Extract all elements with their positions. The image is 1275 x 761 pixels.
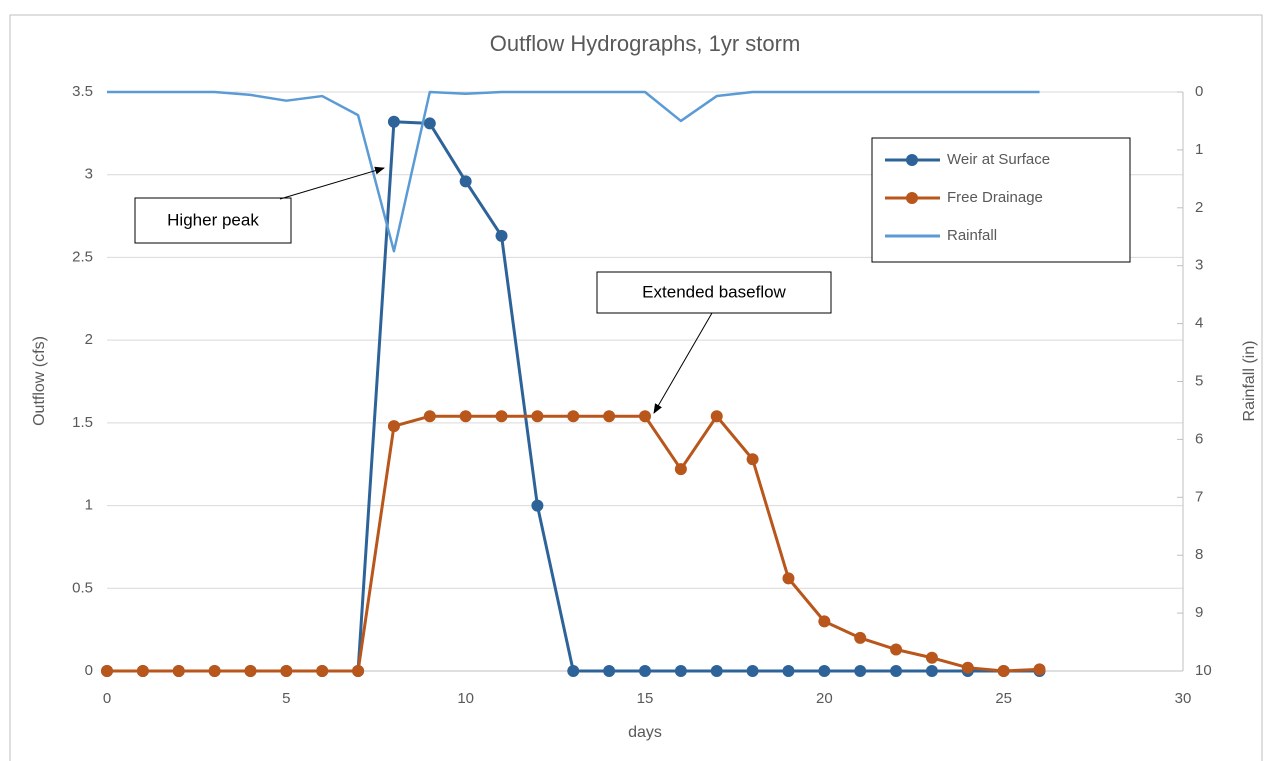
- data-point: [495, 410, 508, 423]
- legend-marker: [906, 192, 918, 204]
- data-point: [603, 410, 616, 423]
- data-point: [244, 665, 257, 677]
- y2-axis-label: Rainfall (in): [1241, 341, 1258, 422]
- data-point: [890, 643, 903, 656]
- data-point: [1033, 663, 1046, 676]
- y-tick-label: 2: [85, 331, 93, 348]
- data-point: [890, 665, 903, 677]
- y2-tick-label: 5: [1195, 372, 1203, 389]
- data-point: [172, 665, 185, 677]
- data-point: [674, 665, 687, 677]
- y2-tick-label: 0: [1195, 83, 1203, 100]
- data-point: [710, 410, 723, 423]
- data-point: [674, 463, 687, 476]
- data-point: [531, 499, 544, 512]
- data-point: [352, 665, 365, 677]
- y2-tick-label: 7: [1195, 488, 1203, 505]
- data-point: [782, 665, 795, 677]
- data-point: [459, 175, 472, 188]
- data-point: [423, 117, 436, 130]
- chart-title: Outflow Hydrographs, 1yr storm: [490, 31, 801, 56]
- y2-tick-label: 8: [1195, 546, 1203, 563]
- y2-tick-label: 10: [1195, 662, 1212, 679]
- y2-tick-label: 4: [1195, 315, 1203, 332]
- x-tick-label: 25: [995, 690, 1012, 707]
- y2-tick-label: 9: [1195, 604, 1203, 621]
- annotation-box: [134, 197, 292, 244]
- y2-tick-label: 1: [1195, 141, 1203, 158]
- data-point: [136, 665, 149, 677]
- y2-tick-label: 3: [1195, 257, 1203, 274]
- y-tick-label: 0: [85, 662, 93, 679]
- annotation: Extended baseflow: [642, 282, 786, 301]
- x-tick-label: 30: [1175, 690, 1192, 707]
- legend-label: Free Drainage: [947, 189, 1043, 206]
- data-point: [746, 453, 759, 466]
- y-tick-label: 3.5: [72, 83, 93, 100]
- data-point: [997, 665, 1010, 677]
- y-axis-label: Outflow (cfs): [31, 336, 48, 426]
- y2-tick-label: 6: [1195, 430, 1203, 447]
- legend: Weir at Surface Free Drainage Rainfall: [871, 137, 1131, 263]
- data-point: [925, 651, 938, 664]
- data-point: [710, 665, 723, 677]
- annotation-arrow: [653, 312, 713, 414]
- data-point: [925, 665, 938, 677]
- y-tick-label: 3: [85, 166, 93, 183]
- data-point: [387, 115, 400, 128]
- data-point: [567, 410, 580, 423]
- x-tick-label: 20: [816, 690, 833, 707]
- annotation-box: [596, 271, 832, 314]
- data-point: [746, 665, 759, 677]
- data-point: [495, 229, 508, 242]
- chart-frame: [9, 14, 1263, 761]
- data-point: [639, 410, 651, 423]
- data-point: [531, 410, 544, 423]
- series-line: [107, 90, 1040, 253]
- y-tick-label: 2.5: [72, 248, 93, 265]
- data-point: [208, 665, 221, 677]
- y-tick-label: 0.5: [72, 579, 93, 596]
- data-point: [639, 665, 651, 677]
- annotations: Higher peak Extended baseflow: [134, 166, 832, 414]
- x-tick-label: 5: [282, 690, 290, 707]
- data-point: [101, 665, 113, 677]
- legend-label: Weir at Surface: [947, 151, 1050, 168]
- legend-label: Rainfall: [947, 227, 997, 244]
- data-point: [854, 665, 867, 677]
- data-point: [459, 410, 472, 423]
- data-point: [423, 410, 436, 423]
- data-point: [603, 665, 616, 677]
- legend-marker: [906, 154, 918, 166]
- data-point: [782, 572, 795, 585]
- data-point: [387, 420, 400, 433]
- annotation-arrow: [279, 166, 385, 200]
- data-point: [567, 665, 580, 677]
- x-tick-label: 10: [457, 690, 474, 707]
- data-point: [961, 661, 974, 674]
- data-point: [818, 615, 831, 628]
- annotation: Higher peak: [167, 210, 259, 229]
- x-tick-label: 15: [637, 690, 654, 707]
- data-point: [280, 665, 293, 677]
- data-point: [316, 665, 329, 677]
- y-tick-label: 1: [85, 497, 93, 514]
- data-point: [854, 631, 867, 644]
- x-tick-label: 0: [103, 690, 111, 707]
- data-point: [818, 665, 831, 677]
- y-tick-label: 1.5: [72, 414, 93, 431]
- x-axis-label: days: [628, 724, 662, 741]
- y2-tick-label: 2: [1195, 199, 1203, 216]
